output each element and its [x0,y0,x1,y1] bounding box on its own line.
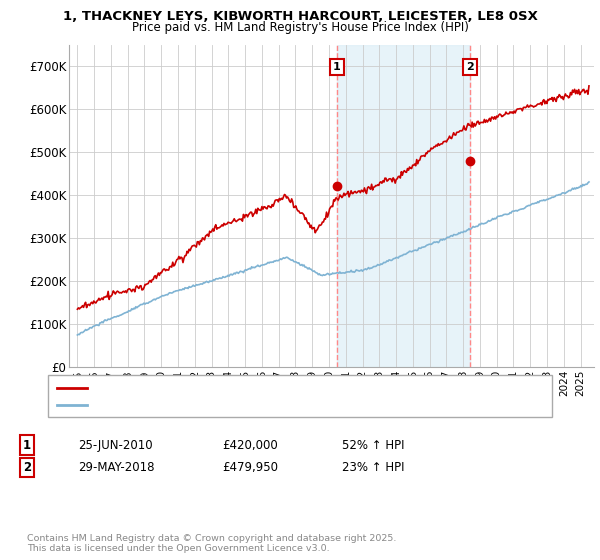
Text: 1: 1 [23,438,31,452]
Text: 1, THACKNEY LEYS, KIBWORTH HARCOURT, LEICESTER, LE8 0SX: 1, THACKNEY LEYS, KIBWORTH HARCOURT, LEI… [62,10,538,23]
Text: 1, THACKNEY LEYS, KIBWORTH HARCOURT, LEICESTER, LE8 0SX (detached house): 1, THACKNEY LEYS, KIBWORTH HARCOURT, LEI… [93,382,519,393]
Text: 25-JUN-2010: 25-JUN-2010 [78,438,152,452]
Text: HPI: Average price, detached house, Harborough: HPI: Average price, detached house, Harb… [93,400,348,410]
Bar [337,45,470,367]
Text: 52% ↑ HPI: 52% ↑ HPI [342,438,404,452]
Text: 29-MAY-2018: 29-MAY-2018 [78,461,155,474]
Text: £420,000: £420,000 [222,438,278,452]
Text: Contains HM Land Registry data © Crown copyright and database right 2025.
This d: Contains HM Land Registry data © Crown c… [27,534,397,553]
Text: 23% ↑ HPI: 23% ↑ HPI [342,461,404,474]
Text: £479,950: £479,950 [222,461,278,474]
Text: 2: 2 [466,62,474,72]
Text: Price paid vs. HM Land Registry's House Price Index (HPI): Price paid vs. HM Land Registry's House … [131,21,469,34]
Text: 2: 2 [23,461,31,474]
Text: 1: 1 [333,62,341,72]
